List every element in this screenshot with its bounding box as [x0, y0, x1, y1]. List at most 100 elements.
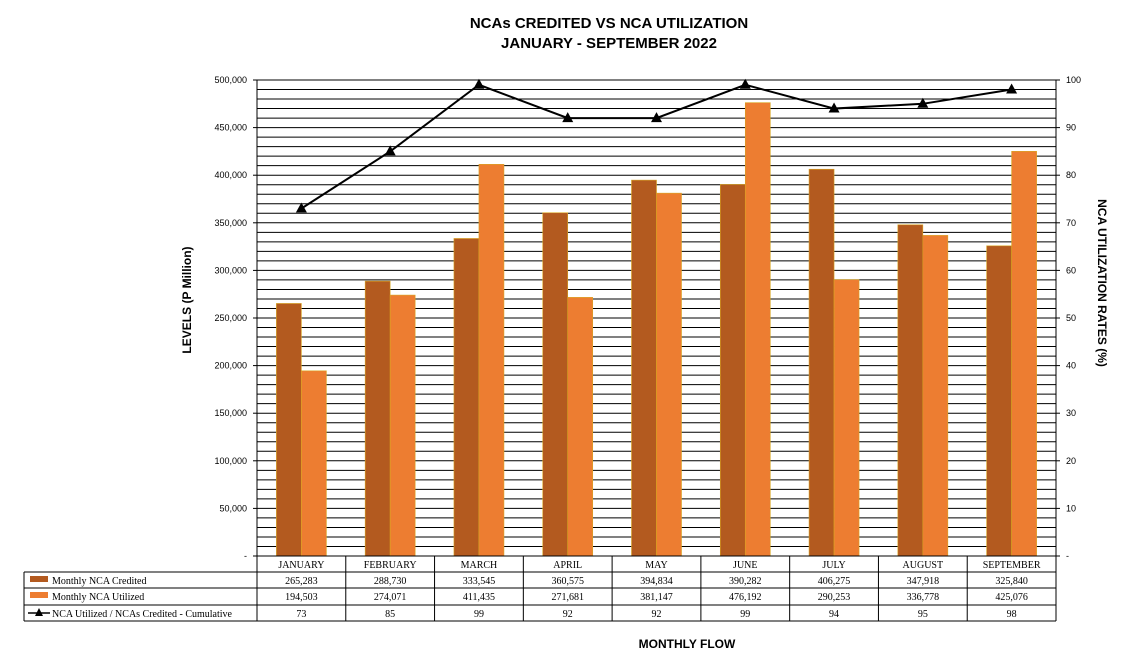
data-label: 92 [652, 609, 662, 620]
category-label: SEPTEMBER [983, 560, 1041, 571]
data-label: 333,545 [463, 576, 496, 587]
data-label: 95 [918, 609, 928, 620]
chart-title: NCAs CREDITED VS NCA UTILIZATION [470, 15, 748, 32]
category-label: APRIL [553, 560, 582, 571]
data-label: 265,283 [285, 576, 318, 587]
bar-credited [276, 303, 302, 557]
data-label: 394,834 [640, 576, 673, 587]
data-label: 92 [563, 609, 573, 620]
data-label: 99 [474, 609, 484, 620]
category-label: FEBRUARY [364, 560, 417, 571]
category-label: JANUARY [278, 560, 324, 571]
ratio-point [473, 78, 485, 89]
y2-tick-label: 30 [1066, 408, 1076, 418]
y2-tick-label: 70 [1066, 218, 1076, 228]
bar-credited [986, 245, 1012, 557]
y-axis-label: LEVELS (P Million) [180, 246, 194, 353]
data-label: 325,840 [995, 576, 1028, 587]
bar-credited [631, 179, 657, 557]
bar-utilized [656, 192, 682, 557]
y-tick-label: 150,000 [214, 408, 247, 418]
data-label: 194,503 [285, 592, 318, 603]
bar-utilized [301, 370, 327, 557]
y2-axis-ticks: - 10 20 30 40 50 60 70 80 90 100 [1056, 75, 1081, 561]
y2-tick-label: 60 [1066, 265, 1076, 275]
y2-tick-label: 100 [1066, 75, 1081, 85]
category-label: JUNE [733, 560, 757, 571]
y2-tick-label: 90 [1066, 123, 1076, 133]
y-axis-ticks: - 50,000 100,000 150,000 200,000 250,000 300,0… [214, 75, 257, 561]
data-label: 411,435 [463, 592, 495, 603]
y-tick-label: 250,000 [214, 313, 247, 323]
bar-utilized [478, 164, 505, 557]
ratio-point [828, 102, 840, 113]
data-table: JANUARY FEBRUARY MARCH APRIL MAY JUNE JULY AUGU… [23, 555, 1057, 622]
data-label: 73 [296, 609, 306, 620]
data-label: 476,192 [729, 592, 762, 603]
data-label: 288,730 [374, 576, 407, 587]
bar-credited [453, 238, 480, 557]
bar-utilized [833, 279, 860, 557]
ratio-point [739, 78, 751, 89]
data-label: 290,253 [818, 592, 851, 603]
data-label: 85 [385, 609, 395, 620]
data-label: 390,282 [729, 576, 762, 587]
bar-utilized [922, 235, 949, 557]
ratio-point [1006, 83, 1018, 94]
legend-label: Monthly NCA Credited [52, 576, 146, 587]
data-label: 274,071 [374, 592, 407, 603]
y-tick-label: 400,000 [214, 170, 247, 180]
data-label: 98 [1007, 609, 1017, 620]
ratio-point [651, 112, 662, 123]
ratio-point [917, 97, 929, 108]
bar-utilized [567, 297, 594, 557]
y-tick-label: 450,000 [214, 123, 247, 133]
data-label: 94 [829, 609, 839, 620]
x-axis-label: MONTHLY FLOW [639, 637, 736, 651]
legend-swatch [30, 576, 48, 582]
y2-tick-label: 10 [1066, 503, 1076, 513]
category-label: MAY [645, 560, 667, 571]
bar-credited [542, 212, 569, 557]
y2-axis-label: NCA UTILIZATION RATES (%) [1095, 199, 1109, 367]
y2-tick-label: 80 [1066, 170, 1076, 180]
data-label: 271,681 [551, 592, 584, 603]
bar-credited [808, 168, 835, 557]
data-label: 381,147 [640, 592, 673, 603]
legend-swatch [30, 592, 48, 598]
bar-utilized [389, 294, 416, 557]
bar-utilized [1011, 151, 1037, 557]
bar-credited [364, 280, 391, 557]
ratio-point [384, 145, 396, 156]
data-label: 425,076 [995, 592, 1028, 603]
y-tick-label: 300,000 [214, 265, 247, 275]
y2-tick-label: 20 [1066, 456, 1076, 466]
ratio-point [295, 202, 307, 213]
y2-tick-label: - [1066, 551, 1069, 561]
y2-tick-label: 40 [1066, 361, 1076, 371]
data-label: 99 [740, 609, 750, 620]
legend-label: Monthly NCA Utilized [52, 592, 144, 603]
legend-label: NCA Utilized / NCAs Credited - Cumulativ… [52, 609, 233, 620]
bars [276, 102, 1037, 557]
chart-subtitle: JANUARY - SEPTEMBER 2022 [501, 35, 717, 52]
data-label: 347,918 [907, 576, 940, 587]
bar-credited [719, 184, 746, 557]
axes [256, 80, 1057, 556]
y-tick-label: 350,000 [214, 218, 247, 228]
y-tick-label: 100,000 [214, 456, 247, 466]
legend-marker [35, 608, 43, 616]
y-tick-label: - [244, 551, 247, 561]
y2-tick-label: 50 [1066, 313, 1076, 323]
ratio-point [562, 112, 574, 123]
y-tick-label: 500,000 [214, 75, 247, 85]
bar-credited [897, 224, 924, 557]
data-label: 406,275 [818, 576, 851, 587]
category-label: MARCH [461, 560, 498, 571]
y-tick-label: 50,000 [219, 503, 247, 513]
data-label: 336,778 [907, 592, 940, 603]
ratio-line [295, 78, 1018, 213]
category-label: AUGUST [903, 560, 944, 571]
data-label: 360,575 [551, 576, 584, 587]
